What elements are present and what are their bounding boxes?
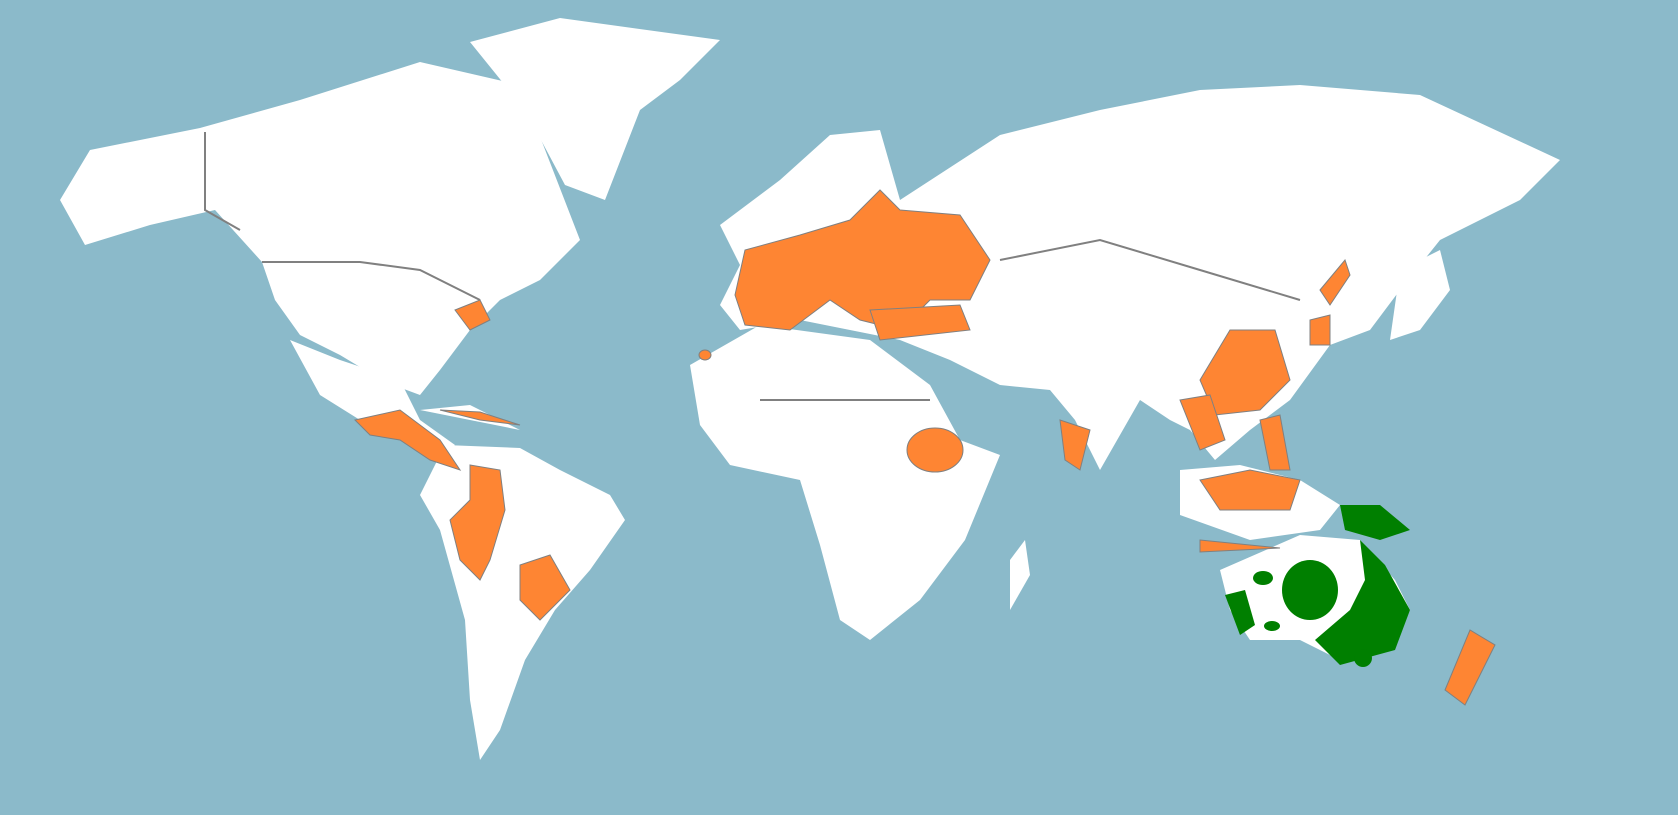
greenland bbox=[470, 18, 720, 200]
orange-region-europe bbox=[734, 189, 991, 331]
green-region-small-1 bbox=[1253, 571, 1273, 585]
orange-region-indonesia bbox=[1199, 469, 1301, 511]
orange-region-canary bbox=[698, 349, 712, 361]
green-region-east-australia bbox=[1315, 540, 1410, 665]
green-regions bbox=[1225, 505, 1410, 667]
orange-region-korea bbox=[1309, 314, 1331, 346]
green-region-southwest-australia bbox=[1225, 590, 1255, 635]
north-america bbox=[60, 62, 580, 395]
green-region-new-guinea bbox=[1340, 505, 1410, 540]
orange-region-indochina bbox=[1179, 394, 1226, 451]
eurasia bbox=[720, 85, 1560, 470]
orange-region-colombia-peru bbox=[449, 464, 506, 581]
green-region-small-2 bbox=[1264, 621, 1280, 631]
orange-region-ethiopia bbox=[906, 427, 964, 473]
orange-region-bolivia bbox=[519, 554, 571, 621]
japan bbox=[1390, 250, 1450, 340]
orange-region-timor bbox=[1199, 539, 1281, 553]
us-canada-border bbox=[262, 261, 481, 301]
africa bbox=[690, 325, 1000, 640]
orange-region-india bbox=[1059, 419, 1091, 471]
orange-region-philippines bbox=[1259, 414, 1291, 471]
alaska-border bbox=[204, 132, 241, 231]
orange-region-turkey bbox=[869, 304, 971, 341]
orange-region-mexico-central-america bbox=[354, 409, 462, 471]
orange-region-caribbean bbox=[439, 409, 521, 426]
asia-borders bbox=[999, 238, 1301, 301]
orange-region-far-east bbox=[1319, 258, 1351, 306]
orange-region-eastern-us bbox=[454, 299, 491, 331]
orange-region-new-zealand bbox=[1444, 629, 1496, 706]
green-region-tasmania bbox=[1354, 649, 1372, 667]
madagascar bbox=[1010, 540, 1030, 610]
orange-regions bbox=[354, 189, 1496, 706]
green-region-central-australia bbox=[1282, 560, 1338, 620]
borders bbox=[204, 132, 1301, 401]
